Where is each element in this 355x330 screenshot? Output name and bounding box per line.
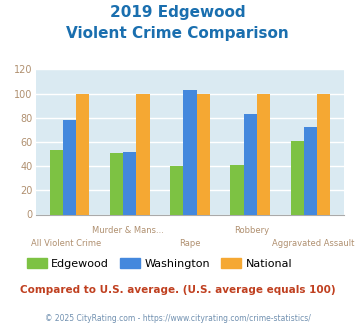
Bar [257, 93, 270, 214]
Text: 2019 Edgewood: 2019 Edgewood [110, 5, 245, 20]
Text: Murder & Mans...: Murder & Mans... [92, 226, 164, 235]
Bar [170, 166, 183, 214]
Text: All Violent Crime: All Violent Crime [31, 239, 102, 248]
Legend: Edgewood, Washington, National: Edgewood, Washington, National [23, 255, 296, 272]
Bar [123, 151, 136, 214]
Bar [244, 114, 257, 214]
Text: Rape: Rape [179, 239, 201, 248]
Text: Aggravated Assault: Aggravated Assault [272, 239, 355, 248]
Bar [110, 153, 123, 215]
Bar [197, 93, 210, 214]
Text: Robbery: Robbery [234, 226, 269, 235]
Bar [183, 90, 197, 214]
Bar [230, 165, 244, 214]
Bar [317, 93, 330, 214]
Bar [63, 120, 76, 214]
Text: © 2025 CityRating.com - https://www.cityrating.com/crime-statistics/: © 2025 CityRating.com - https://www.city… [45, 314, 310, 323]
Bar [136, 93, 149, 214]
Bar [76, 93, 89, 214]
Bar [50, 150, 63, 214]
Bar [304, 127, 317, 214]
Text: Compared to U.S. average. (U.S. average equals 100): Compared to U.S. average. (U.S. average … [20, 285, 335, 295]
Text: Violent Crime Comparison: Violent Crime Comparison [66, 26, 289, 41]
Bar [290, 141, 304, 214]
